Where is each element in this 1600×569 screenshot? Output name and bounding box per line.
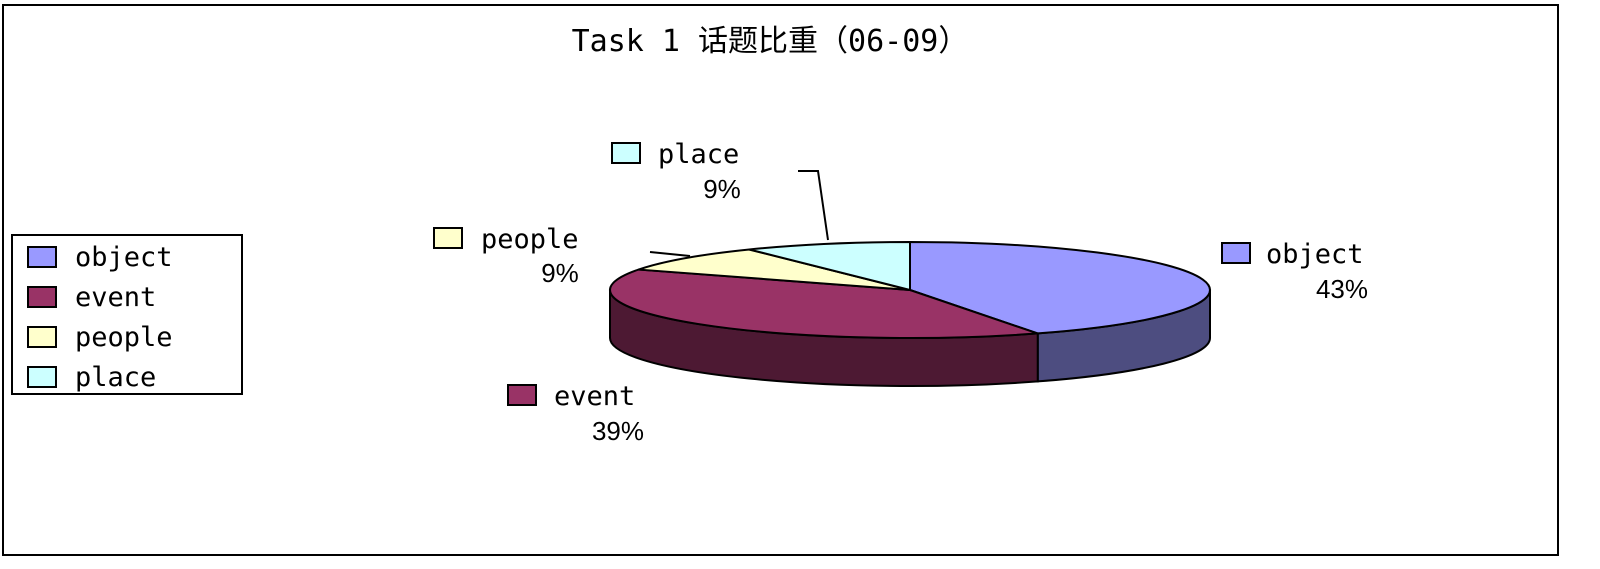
legend-swatch — [27, 286, 57, 308]
slice-label-value: 39% — [592, 416, 644, 446]
chart-title: Task 1 话题比重（06-09） — [572, 24, 969, 59]
slice-label-object: object 43% — [1221, 239, 1368, 304]
slice-label-name: event — [554, 381, 635, 412]
legend-item-place: place — [27, 362, 156, 393]
legend-label: place — [75, 362, 156, 393]
slice-label-name: place — [658, 139, 739, 170]
slice-label-value: 43% — [1316, 274, 1368, 304]
slice-label-value: 9% — [541, 258, 579, 288]
slice-label-name: object — [1266, 239, 1364, 270]
legend-label: event — [75, 282, 156, 313]
pie-slice-place — [749, 240, 911, 292]
slice-label-name: people — [481, 224, 579, 255]
legend-swatch — [27, 366, 57, 388]
leader-line-place — [798, 170, 829, 241]
leader-lines — [649, 170, 829, 257]
slice-label-swatch — [507, 384, 537, 406]
pie-slice-event — [609, 268, 1039, 339]
pie-slice-object — [909, 240, 1211, 335]
legend-label: people — [75, 322, 173, 353]
legend-item-object: object — [27, 242, 173, 273]
leader-line-people — [649, 251, 691, 257]
legend-item-people: people — [27, 322, 173, 353]
slice-label-value: 9% — [703, 174, 741, 204]
pie-slice-people — [638, 248, 911, 291]
slice-label-swatch — [433, 227, 463, 249]
pie-slices — [609, 240, 1211, 339]
slice-label-event: event 39% — [507, 381, 644, 446]
legend-item-event: event — [27, 282, 156, 313]
slice-label-place: place 9% — [611, 139, 741, 204]
slice-label-swatch — [1221, 242, 1251, 264]
legend: object event people place — [11, 234, 243, 395]
legend-swatch — [27, 246, 57, 268]
legend-swatch — [27, 326, 57, 348]
slice-label-swatch — [611, 142, 641, 164]
legend-label: object — [75, 242, 173, 273]
